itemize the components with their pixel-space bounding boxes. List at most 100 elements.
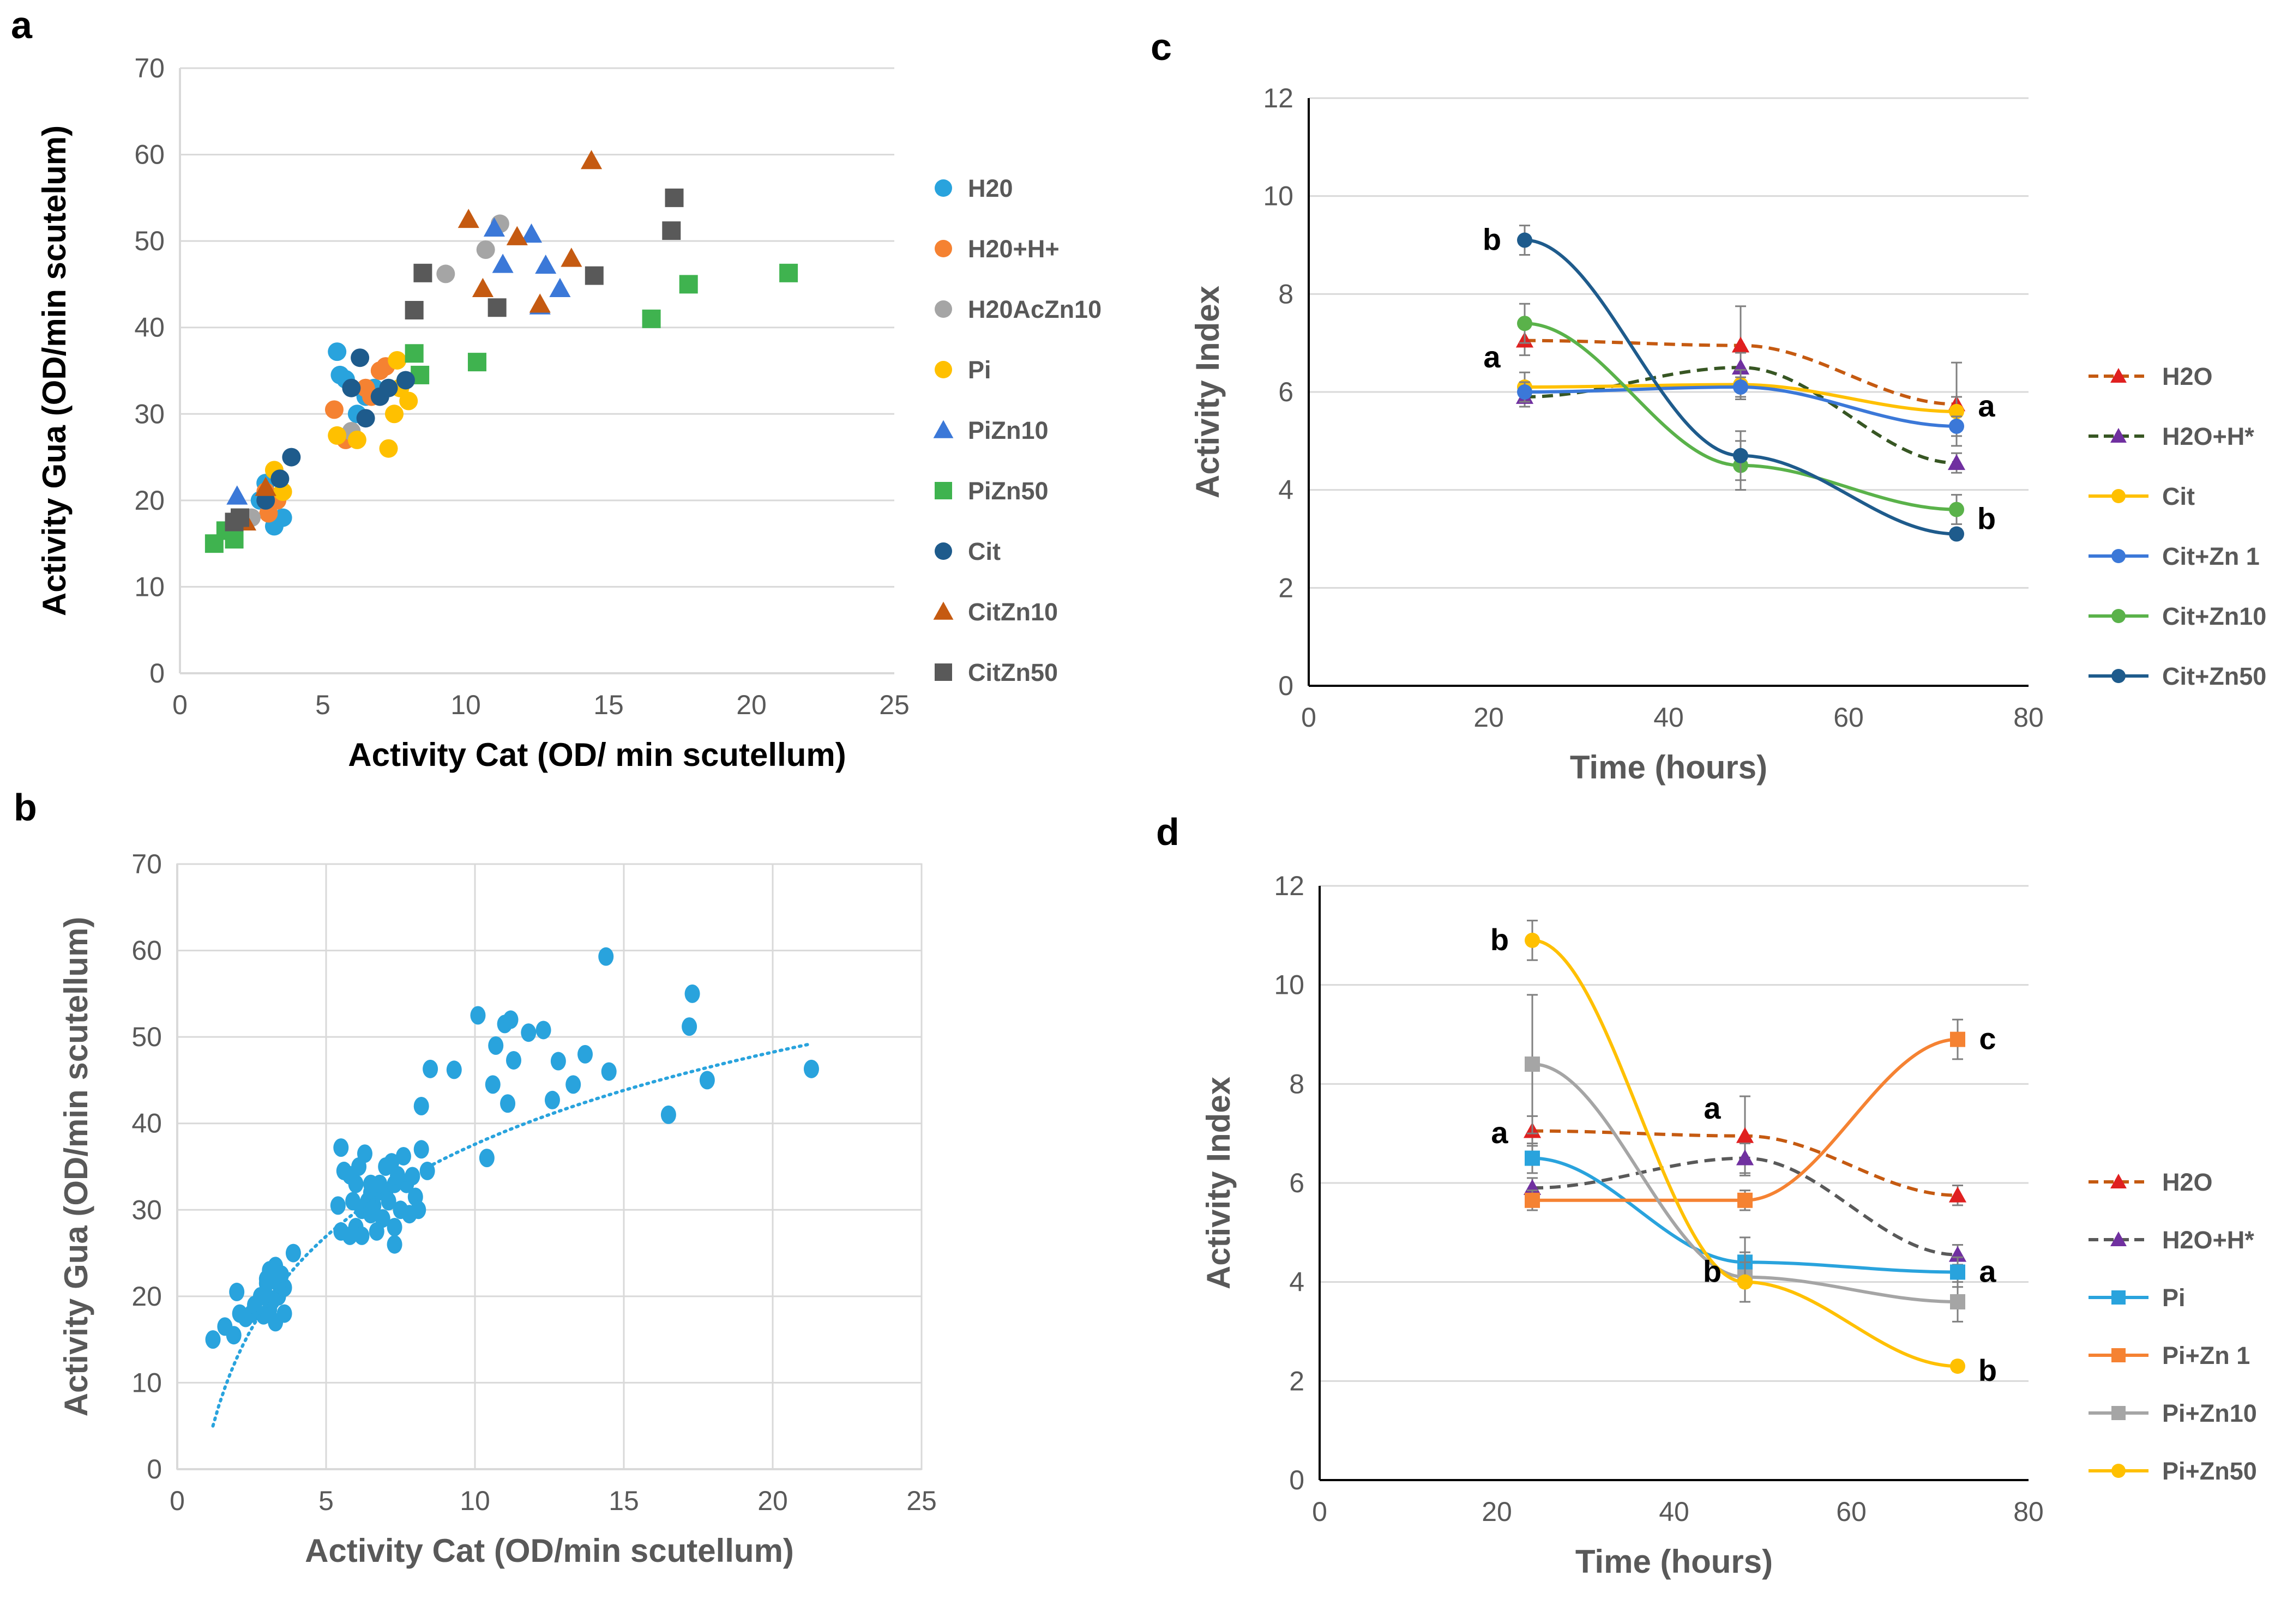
y-tick-label: 70: [134, 53, 165, 83]
series-line-pi-zn50: [1532, 938, 1958, 1368]
point: [684, 984, 700, 1003]
point-pi: [328, 426, 347, 445]
y-tick-label: 40: [131, 1108, 162, 1139]
point: [360, 1192, 376, 1211]
x-axis-title: Activity Cat (OD/min scutellum): [305, 1532, 794, 1569]
y-tick-label: 0: [149, 658, 165, 689]
point-h20-h: [356, 378, 375, 397]
point-h2o: [1731, 336, 1750, 353]
x-tick-label: 60: [1836, 1496, 1867, 1527]
point-cit: [356, 409, 375, 428]
x-tick-label: 25: [879, 690, 910, 720]
point: [411, 1200, 426, 1219]
y-tick-label: 60: [131, 935, 162, 966]
y-tick-label: 10: [131, 1367, 162, 1398]
series-line-pi-zn-1: [1532, 1037, 1958, 1202]
y-tick-label: 0: [147, 1454, 162, 1484]
point-cit-zn-1: [1949, 418, 1964, 434]
legend-marker-citzn50: [935, 663, 952, 681]
point-cit: [396, 371, 415, 390]
legend-marker-cit-zn10: [2111, 609, 2126, 623]
point-cit-zn-1: [1517, 384, 1532, 400]
legend-label-cit: Cit: [2162, 482, 2195, 510]
x-tick-label: 15: [593, 690, 624, 720]
panel-letter-b: b: [14, 786, 37, 829]
x-axis-title: Time (hours): [1570, 749, 1767, 786]
point-cit: [1949, 403, 1964, 419]
x-tick-label: 80: [2013, 1496, 2044, 1527]
point-pi: [1950, 1264, 1965, 1280]
y-tick-label: 6: [1278, 377, 1293, 407]
point-cit-zn10: [1517, 316, 1532, 331]
chart-b-scatter: 0 10 20 30 40 50 60 70 0 5 10 15 20 25 Activity Cat (O…: [58, 849, 937, 1569]
x-axis-title: Activity Cat (OD/ min scutellum): [348, 736, 846, 773]
point-pi: [385, 405, 404, 424]
point-pi: [347, 430, 366, 449]
point: [330, 1196, 346, 1215]
legend-marker-pi-zn10: [2111, 1406, 2126, 1420]
legend-marker-h2o: [2110, 1174, 2127, 1188]
y-tick-label: 60: [134, 140, 165, 170]
x-tick-label: 0: [172, 690, 188, 720]
significance-letter: c: [1979, 1022, 1996, 1056]
point: [682, 1017, 697, 1036]
point: [333, 1138, 349, 1157]
point-h20: [273, 508, 292, 527]
point-h2o: [1736, 1127, 1754, 1143]
point: [264, 1291, 280, 1310]
point-cit: [351, 348, 370, 367]
legend-label-citzn50: CitZn50: [968, 659, 1058, 686]
point-pizn50: [467, 353, 486, 372]
legend-label-pi-zn-1: Pi+Zn 1: [2162, 1342, 2250, 1369]
point-citzn50: [585, 266, 604, 285]
legend-marker-pizn10: [933, 420, 954, 438]
legend-label-pizn10: PiZn10: [968, 416, 1049, 444]
point-pi-zn50: [1737, 1274, 1753, 1290]
legend-marker-pi: [935, 361, 952, 378]
y-axis-title: Activity Gua (OD/min scutellum): [58, 917, 94, 1417]
significance-letter: b: [1483, 222, 1501, 257]
legend-label-pizn50: PiZn50: [968, 477, 1049, 505]
point: [419, 1161, 435, 1180]
point: [395, 1146, 411, 1166]
point-cit: [282, 448, 301, 467]
point-pizn10: [483, 217, 505, 237]
point-pizn50: [642, 309, 661, 328]
point-citzn10: [458, 208, 479, 228]
significance-letter: b: [1703, 1254, 1722, 1289]
y-tick-label: 8: [1289, 1068, 1304, 1099]
legend-label-cit: Cit: [968, 538, 1001, 565]
point: [413, 1140, 429, 1159]
point-pi: [399, 391, 418, 410]
point: [485, 1075, 501, 1094]
point-pi: [379, 439, 398, 458]
significance-letter: a: [1978, 389, 1995, 423]
point-pizn50: [225, 530, 244, 549]
y-tick-label: 50: [131, 1022, 162, 1052]
y-tick-label: 70: [131, 849, 162, 879]
y-tick-label: 0: [1289, 1465, 1304, 1495]
legend-label-pi-zn10: Pi+Zn10: [2162, 1399, 2257, 1427]
legend-label-cit-zn-1: Cit+Zn 1: [2162, 542, 2260, 570]
point-citzn50: [405, 301, 424, 319]
x-axis-title: Time (hours): [1575, 1543, 1773, 1580]
point: [544, 1090, 560, 1109]
x-tick-label: 60: [1833, 702, 1864, 733]
y-tick-label: 2: [1278, 572, 1293, 603]
point-citzn50: [413, 263, 432, 282]
point: [660, 1105, 676, 1124]
point: [803, 1059, 819, 1078]
point-pi-zn10: [1525, 1056, 1540, 1072]
y-tick-label: 8: [1278, 279, 1293, 309]
point-pi-zn-1: [1525, 1192, 1540, 1208]
point: [446, 1060, 462, 1079]
point: [226, 1326, 242, 1345]
point-citzn10: [506, 226, 528, 245]
point: [423, 1059, 438, 1078]
y-tick-label: 30: [131, 1194, 162, 1225]
point: [550, 1052, 566, 1071]
x-tick-label: 10: [450, 690, 481, 720]
x-tick-label: 20: [1482, 1496, 1512, 1527]
point: [505, 1051, 521, 1070]
point: [351, 1157, 367, 1176]
